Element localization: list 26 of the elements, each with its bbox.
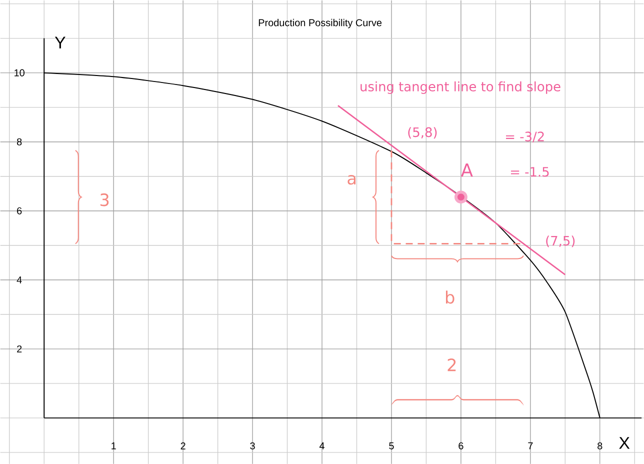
y-tick-label: 10 xyxy=(14,69,24,76)
y-tick-label: 4 xyxy=(16,276,22,284)
x-tick-label: 7 xyxy=(528,442,533,450)
annotation: 2 xyxy=(448,358,456,371)
x-tick-label: 5 xyxy=(389,442,394,450)
x-tick-label: 3 xyxy=(250,442,255,450)
annotation: = -1.5 xyxy=(510,166,549,177)
x-tick-label: 2 xyxy=(180,442,186,450)
annotation: 3 xyxy=(100,193,109,206)
annotation: (5,8) xyxy=(408,127,437,139)
annotation: using tangent line to find slope xyxy=(360,81,560,94)
annotation: a xyxy=(348,174,356,185)
x-tick-label: 6 xyxy=(458,442,464,450)
annotation: (7,5) xyxy=(546,236,575,248)
annotation: = -3/2 xyxy=(506,132,544,142)
y-tick-label: 2 xyxy=(17,345,22,352)
y-tick-label: 8 xyxy=(17,138,22,146)
annotation: A xyxy=(460,163,473,177)
x-tick-label: 8 xyxy=(598,442,602,450)
x-tick-label: 4 xyxy=(319,442,324,450)
x-axis-title: X xyxy=(619,437,630,449)
text: Production Possibility Curve xyxy=(258,18,382,28)
x-tick-label: 1 xyxy=(112,442,116,450)
y-axis-title: Y xyxy=(54,36,66,48)
annotation: b xyxy=(446,290,454,304)
y-tick-label: 6 xyxy=(17,207,22,214)
